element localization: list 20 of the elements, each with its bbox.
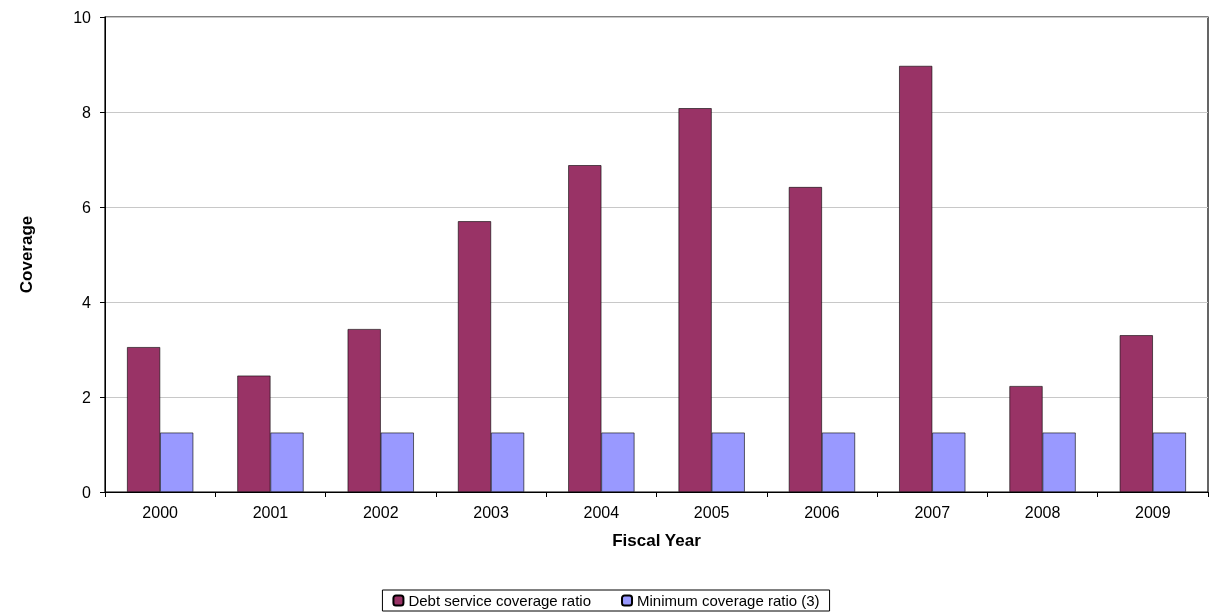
y-axis-title: Coverage — [17, 215, 36, 294]
y-tick-label: 6 — [82, 198, 92, 216]
y-tick-label: 8 — [82, 103, 92, 121]
legend-label: Minimum coverage ratio (3) — [637, 592, 820, 609]
x-tick-label: 2004 — [583, 503, 620, 521]
x-tick-label: 2006 — [804, 503, 840, 521]
y-tick-label: 4 — [82, 293, 92, 311]
x-tick-label: 2005 — [693, 503, 730, 521]
x-tick-label: 2007 — [914, 503, 951, 521]
x-tick-label: 2008 — [1024, 503, 1061, 521]
y-tick-label: 10 — [73, 8, 92, 26]
x-axis-title: Fiscal Year — [612, 531, 702, 550]
y-tick-label: 0 — [82, 483, 92, 501]
legend-label: Debt service coverage ratio — [408, 592, 592, 609]
y-tick-label: 2 — [82, 388, 92, 406]
x-tick-label: 2002 — [362, 503, 399, 521]
x-tick-label: 2001 — [252, 503, 289, 521]
x-tick-label: 2000 — [142, 503, 179, 521]
x-tick-label: 2009 — [1135, 503, 1171, 521]
x-tick-label: 2003 — [473, 503, 509, 521]
